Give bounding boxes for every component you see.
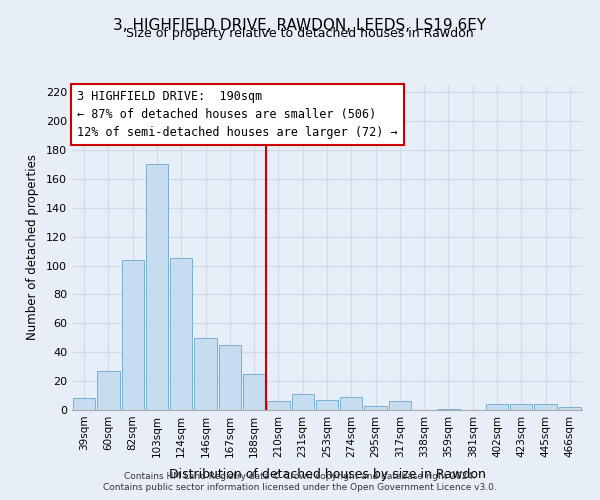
Bar xyxy=(243,374,265,410)
Text: Size of property relative to detached houses in Rawdon: Size of property relative to detached ho… xyxy=(126,28,474,40)
Bar xyxy=(170,258,193,410)
Text: Contains HM Land Registry data © Crown copyright and database right 2024.: Contains HM Land Registry data © Crown c… xyxy=(124,472,476,481)
Bar xyxy=(389,402,411,410)
Bar xyxy=(194,338,217,410)
X-axis label: Distribution of detached houses by size in Rawdon: Distribution of detached houses by size … xyxy=(169,468,485,481)
Bar xyxy=(218,345,241,410)
Bar xyxy=(559,407,581,410)
Bar xyxy=(486,404,508,410)
Bar xyxy=(340,397,362,410)
Bar xyxy=(437,408,460,410)
Bar xyxy=(364,406,387,410)
Y-axis label: Number of detached properties: Number of detached properties xyxy=(26,154,39,340)
Text: 3 HIGHFIELD DRIVE:  190sqm
← 87% of detached houses are smaller (506)
12% of sem: 3 HIGHFIELD DRIVE: 190sqm ← 87% of detac… xyxy=(77,90,398,139)
Bar xyxy=(146,164,168,410)
Bar xyxy=(535,404,557,410)
Bar xyxy=(97,371,119,410)
Bar xyxy=(316,400,338,410)
Bar xyxy=(122,260,144,410)
Bar xyxy=(73,398,95,410)
Text: 3, HIGHFIELD DRIVE, RAWDON, LEEDS, LS19 6EY: 3, HIGHFIELD DRIVE, RAWDON, LEEDS, LS19 … xyxy=(113,18,487,32)
Bar xyxy=(510,404,532,410)
Bar xyxy=(292,394,314,410)
Text: Contains public sector information licensed under the Open Government Licence v3: Contains public sector information licen… xyxy=(103,483,497,492)
Bar xyxy=(267,402,290,410)
